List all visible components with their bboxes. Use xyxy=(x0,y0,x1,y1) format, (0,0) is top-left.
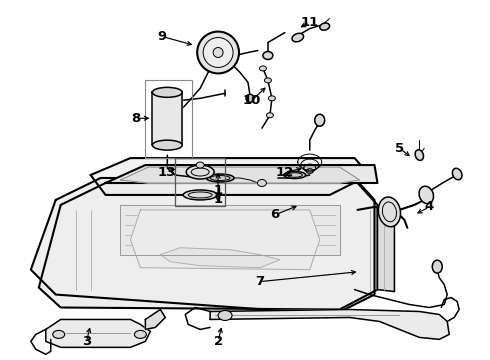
Text: 1: 1 xyxy=(214,184,222,197)
Polygon shape xyxy=(121,205,340,255)
Ellipse shape xyxy=(284,171,306,179)
Text: 1: 1 xyxy=(214,193,222,206)
Ellipse shape xyxy=(53,330,65,338)
Ellipse shape xyxy=(203,37,233,67)
Ellipse shape xyxy=(267,113,273,118)
Text: 11: 11 xyxy=(301,16,319,29)
Ellipse shape xyxy=(415,150,423,161)
Ellipse shape xyxy=(269,96,275,101)
Text: 8: 8 xyxy=(131,112,140,125)
Polygon shape xyxy=(152,92,182,145)
Ellipse shape xyxy=(263,51,273,59)
Ellipse shape xyxy=(152,140,182,150)
Polygon shape xyxy=(91,158,369,195)
Polygon shape xyxy=(146,310,165,329)
Ellipse shape xyxy=(183,190,217,200)
Text: 6: 6 xyxy=(270,208,279,221)
Polygon shape xyxy=(210,310,449,339)
Ellipse shape xyxy=(432,260,442,273)
Text: 7: 7 xyxy=(255,275,265,288)
Text: 10: 10 xyxy=(243,94,261,107)
Text: 4: 4 xyxy=(425,201,434,213)
Ellipse shape xyxy=(206,174,234,182)
Ellipse shape xyxy=(134,330,147,338)
Text: 13: 13 xyxy=(157,166,175,179)
Ellipse shape xyxy=(292,33,304,42)
Ellipse shape xyxy=(259,66,267,71)
Text: 3: 3 xyxy=(82,335,91,348)
Ellipse shape xyxy=(152,87,182,97)
Polygon shape xyxy=(121,167,360,183)
Ellipse shape xyxy=(257,180,267,186)
Text: 9: 9 xyxy=(158,30,167,43)
Ellipse shape xyxy=(197,32,239,73)
Ellipse shape xyxy=(218,310,232,320)
Polygon shape xyxy=(46,319,150,347)
Ellipse shape xyxy=(246,94,254,102)
Polygon shape xyxy=(377,205,394,292)
Text: 12: 12 xyxy=(276,166,294,179)
Ellipse shape xyxy=(419,186,434,204)
Ellipse shape xyxy=(186,165,214,179)
Ellipse shape xyxy=(265,78,271,83)
Polygon shape xyxy=(160,248,280,268)
Polygon shape xyxy=(31,178,374,315)
Polygon shape xyxy=(39,183,377,310)
Ellipse shape xyxy=(320,23,330,30)
Ellipse shape xyxy=(452,168,462,180)
Text: 5: 5 xyxy=(395,141,404,155)
Ellipse shape xyxy=(378,197,400,227)
Polygon shape xyxy=(105,165,377,183)
Polygon shape xyxy=(130,210,319,270)
Text: 2: 2 xyxy=(214,335,222,348)
Bar xyxy=(175,158,225,206)
Ellipse shape xyxy=(315,114,325,126)
Ellipse shape xyxy=(213,48,223,58)
Ellipse shape xyxy=(196,162,204,168)
